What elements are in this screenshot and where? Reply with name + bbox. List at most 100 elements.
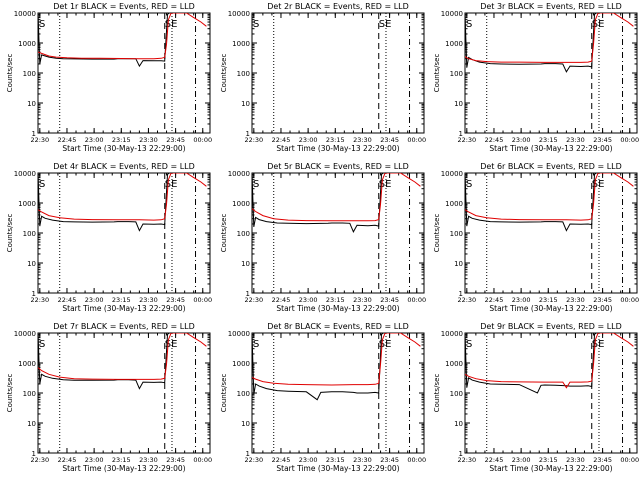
x-tick-label: 22:45 (58, 136, 77, 144)
series-events-line (465, 173, 599, 232)
x-tick-label: 23:45 (380, 456, 399, 464)
x-tick-label: 23:30 (566, 296, 585, 304)
y-tick-label: 10 (454, 260, 463, 268)
y-tick-label: 100 (237, 390, 250, 398)
y-axis-label: Counts/sec (433, 374, 441, 413)
x-tick-label: 23:30 (139, 136, 158, 144)
y-tick-label: 1000 (18, 40, 36, 48)
x-tick-label: 00:00 (620, 136, 639, 144)
x-tick-label: 23:15 (539, 456, 558, 464)
y-tick-label: 10000 (14, 170, 36, 178)
x-tick-label: 23:00 (85, 296, 104, 304)
series-events-line (38, 173, 172, 232)
y-tick-label: 10 (454, 100, 463, 108)
x-tick-label: 23:30 (353, 456, 372, 464)
x-axis-label: Start Time (30-May-13 22:29:00) (276, 464, 399, 473)
y-tick-label: 1 (459, 450, 463, 458)
chart-panel-2: Det 2r BLACK = Events, RED = LLD 1 10 100 10… (220, 2, 426, 153)
plot-frame (251, 332, 425, 454)
x-tick-label: 23:45 (593, 296, 612, 304)
y-tick-label: 1 (246, 450, 250, 458)
y-tick-label: 10000 (441, 170, 463, 178)
x-tick-label: 23:00 (512, 296, 531, 304)
x-tick-label: 22:30 (244, 296, 263, 304)
x-tick-label: 22:30 (30, 456, 49, 464)
x-tick-label: 22:30 (457, 136, 476, 144)
x-tick-label: 23:15 (326, 456, 345, 464)
plot-frame (37, 172, 211, 294)
x-tick-label: 23:45 (593, 136, 612, 144)
series-lld-line (252, 173, 421, 222)
y-tick-label: 1000 (232, 360, 250, 368)
plot-frame (251, 172, 425, 294)
y-tick-label: 1000 (18, 200, 36, 208)
plot-frame (37, 12, 211, 134)
x-tick-label: 23:30 (353, 296, 372, 304)
corner-label-s: S (466, 19, 472, 30)
y-tick-label: 10000 (441, 330, 463, 338)
chart-title: Det 5r BLACK = Events, RED = LLD (267, 162, 409, 171)
y-tick-label: 1 (246, 290, 250, 298)
x-tick-label: 23:30 (566, 456, 585, 464)
chart-panel-8: Det 8r BLACK = Events, RED = LLD 1 10 100 10… (220, 322, 426, 473)
x-tick-label: 23:45 (166, 136, 185, 144)
corner-label-se: SE (165, 19, 178, 30)
x-tick-label: 23:45 (593, 456, 612, 464)
y-tick-label: 10000 (441, 10, 463, 18)
y-tick-label: 10 (241, 260, 250, 268)
chart-title: Det 6r BLACK = Events, RED = LLD (480, 162, 622, 171)
y-tick-label: 1000 (18, 360, 36, 368)
series-events-line (252, 333, 386, 401)
y-axis-label: Counts/sec (220, 214, 228, 253)
y-tick-label: 10 (27, 420, 36, 428)
y-tick-label: 100 (23, 70, 36, 78)
x-tick-label: 23:45 (166, 456, 185, 464)
plot-frame (464, 172, 638, 294)
y-tick-label: 1000 (445, 200, 463, 208)
x-axis-label: Start Time (30-May-13 22:29:00) (62, 144, 185, 153)
y-tick-label: 100 (450, 230, 463, 238)
series-lld-line (465, 333, 634, 389)
y-tick-label: 1 (459, 290, 463, 298)
x-axis-label: Start Time (30-May-13 22:29:00) (62, 304, 185, 313)
x-tick-label: 00:00 (620, 296, 639, 304)
x-tick-label: 23:00 (85, 456, 104, 464)
y-tick-label: 10 (241, 420, 250, 428)
corner-label-s: S (253, 19, 259, 30)
x-tick-label: 00:00 (407, 456, 426, 464)
plot-frame (37, 332, 211, 454)
y-tick-label: 10000 (14, 10, 36, 18)
x-tick-label: 23:15 (112, 136, 131, 144)
y-axis-label: Counts/sec (6, 374, 14, 413)
y-tick-label: 100 (23, 230, 36, 238)
x-tick-label: 23:00 (512, 136, 531, 144)
series-lld-line (38, 333, 207, 380)
x-tick-label: 23:30 (353, 136, 372, 144)
corner-label-s: S (466, 179, 472, 190)
y-tick-label: 100 (450, 390, 463, 398)
x-tick-label: 23:00 (85, 136, 104, 144)
y-tick-label: 1 (32, 130, 36, 138)
y-tick-label: 1 (459, 130, 463, 138)
x-tick-label: 23:15 (112, 296, 131, 304)
y-tick-label: 10000 (228, 330, 250, 338)
chart-title: Det 3r BLACK = Events, RED = LLD (480, 2, 622, 11)
x-axis-label: Start Time (30-May-13 22:29:00) (489, 464, 612, 473)
x-tick-label: 22:30 (30, 296, 49, 304)
x-tick-label: 22:45 (485, 456, 504, 464)
x-tick-label: 22:30 (457, 296, 476, 304)
y-tick-label: 100 (23, 390, 36, 398)
chart-title: Det 7r BLACK = Events, RED = LLD (53, 322, 195, 331)
x-tick-label: 00:00 (407, 136, 426, 144)
y-tick-label: 1000 (232, 40, 250, 48)
corner-label-s: S (253, 179, 259, 190)
chart-panel-7: Det 7r BLACK = Events, RED = LLD 1 10 100 10… (6, 322, 212, 473)
y-tick-label: 1 (246, 130, 250, 138)
y-tick-label: 1 (32, 290, 36, 298)
y-tick-label: 100 (237, 70, 250, 78)
y-tick-label: 10 (454, 420, 463, 428)
chart-panel-5: Det 5r BLACK = Events, RED = LLD 1 10 100 10… (220, 162, 426, 313)
x-tick-label: 22:45 (272, 456, 291, 464)
chart-panel-4: Det 4r BLACK = Events, RED = LLD 1 10 100 10… (6, 162, 212, 313)
